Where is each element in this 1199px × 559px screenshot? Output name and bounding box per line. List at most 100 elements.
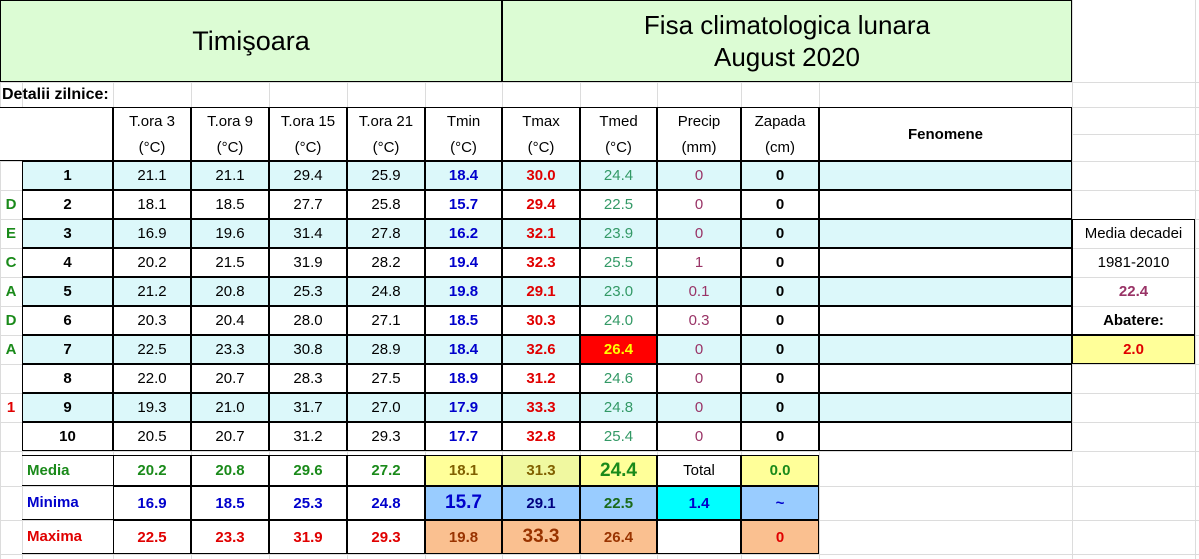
decade-letter: D <box>5 312 17 329</box>
value-cell: 33.3 <box>502 393 580 422</box>
header-blank <box>0 107 113 161</box>
side-deviation: 2.0 <box>1072 335 1195 364</box>
summary-cell: 22.5 <box>580 486 657 520</box>
value-cell: 29.3 <box>347 422 425 451</box>
value-cell: 24.4 <box>580 161 657 190</box>
value-cell: 25.9 <box>347 161 425 190</box>
value-cell: 15.7 <box>425 190 502 219</box>
summary-cell: 20.2 <box>113 455 191 486</box>
value-cell: 20.5 <box>113 422 191 451</box>
fenomene-cell <box>819 219 1072 248</box>
column-unit: (°C) <box>580 134 657 161</box>
column-name: T.ora 15 <box>269 107 347 134</box>
value-cell: 32.1 <box>502 219 580 248</box>
value-cell: 17.9 <box>425 393 502 422</box>
value-cell: 22.0 <box>113 364 191 393</box>
summary-cell: 15.7 <box>425 486 502 520</box>
value-cell: 30.3 <box>502 306 580 335</box>
column-name: Tmed <box>580 107 657 134</box>
value-cell: 0 <box>741 422 819 451</box>
value-cell: 16.9 <box>113 219 191 248</box>
column-name: Zapada <box>741 107 819 134</box>
decade-letter: C <box>5 254 17 271</box>
fenomene-cell <box>819 190 1072 219</box>
day-number: 8 <box>22 364 113 393</box>
value-cell: 23.0 <box>580 277 657 306</box>
value-cell: 32.8 <box>502 422 580 451</box>
value-cell: 21.5 <box>191 248 269 277</box>
value-cell: 31.2 <box>502 364 580 393</box>
side-mean: 22.4 <box>1118 283 1149 300</box>
value-cell: 32.6 <box>502 335 580 364</box>
summary-cell: 25.3 <box>269 486 347 520</box>
value-cell: 22.5 <box>113 335 191 364</box>
value-cell: 0 <box>657 393 741 422</box>
column-name: Precip <box>657 107 741 134</box>
value-cell: 21.1 <box>191 161 269 190</box>
gridline <box>0 82 1199 83</box>
value-cell: 28.2 <box>347 248 425 277</box>
column-unit: (°C) <box>113 134 191 161</box>
summary-label: Minima <box>22 486 113 520</box>
value-cell: 0 <box>657 335 741 364</box>
value-cell: 25.3 <box>269 277 347 306</box>
decade-letter: A <box>5 341 17 358</box>
gridline <box>0 451 1199 452</box>
value-cell: 31.4 <box>269 219 347 248</box>
day-number: 7 <box>22 335 113 364</box>
value-cell: 20.8 <box>191 277 269 306</box>
value-cell: 27.7 <box>269 190 347 219</box>
value-cell: 28.3 <box>269 364 347 393</box>
fenomene-cell <box>819 364 1072 393</box>
value-cell: 18.5 <box>425 306 502 335</box>
value-cell: 0 <box>741 248 819 277</box>
side-label: Media decadei <box>1084 225 1183 242</box>
column-name: T.ora 3 <box>113 107 191 134</box>
summary-cell: 19.8 <box>425 520 502 554</box>
day-number: 4 <box>22 248 113 277</box>
value-cell: 24.8 <box>347 277 425 306</box>
value-cell: 0 <box>741 277 819 306</box>
day-number: 6 <box>22 306 113 335</box>
value-cell: 25.4 <box>580 422 657 451</box>
value-cell: 0.1 <box>657 277 741 306</box>
value-cell: 0 <box>657 422 741 451</box>
station-title: Timişoara <box>0 0 502 82</box>
summary-cell: 1.4 <box>657 486 741 520</box>
summary-label: Media <box>22 455 113 486</box>
side-deviation-label: Abatere: <box>1103 312 1164 329</box>
summary-cell: 16.9 <box>113 486 191 520</box>
value-cell: 27.8 <box>347 219 425 248</box>
side-frame <box>1072 219 1195 335</box>
decade-letter: A <box>5 283 17 300</box>
value-cell: 0 <box>741 393 819 422</box>
value-cell: 17.7 <box>425 422 502 451</box>
value-cell: 0 <box>741 161 819 190</box>
summary-cell: Total <box>657 455 741 486</box>
column-name: Tmin <box>425 107 502 134</box>
side-period: 1981-2010 <box>1097 254 1170 271</box>
value-cell: 26.4 <box>580 335 657 364</box>
fenomene-cell <box>819 335 1072 364</box>
value-cell: 18.1 <box>113 190 191 219</box>
value-cell: 0 <box>657 219 741 248</box>
decade-letter: D <box>5 196 17 213</box>
column-unit: (°C) <box>425 134 502 161</box>
column-unit: (°C) <box>502 134 580 161</box>
summary-cell: 24.8 <box>347 486 425 520</box>
value-cell: 28.9 <box>347 335 425 364</box>
fenomene-cell <box>819 306 1072 335</box>
value-cell: 20.2 <box>113 248 191 277</box>
summary-cell: 0 <box>741 520 819 554</box>
fenomene-header: Fenomene <box>819 107 1072 161</box>
column-name: T.ora 9 <box>191 107 269 134</box>
summary-cell: 0.0 <box>741 455 819 486</box>
value-cell: 0 <box>741 335 819 364</box>
day-number: 5 <box>22 277 113 306</box>
fenomene-cell <box>819 393 1072 422</box>
summary-cell: 29.1 <box>502 486 580 520</box>
column-name: T.ora 21 <box>347 107 425 134</box>
day-number: 3 <box>22 219 113 248</box>
day-number: 10 <box>22 422 113 451</box>
